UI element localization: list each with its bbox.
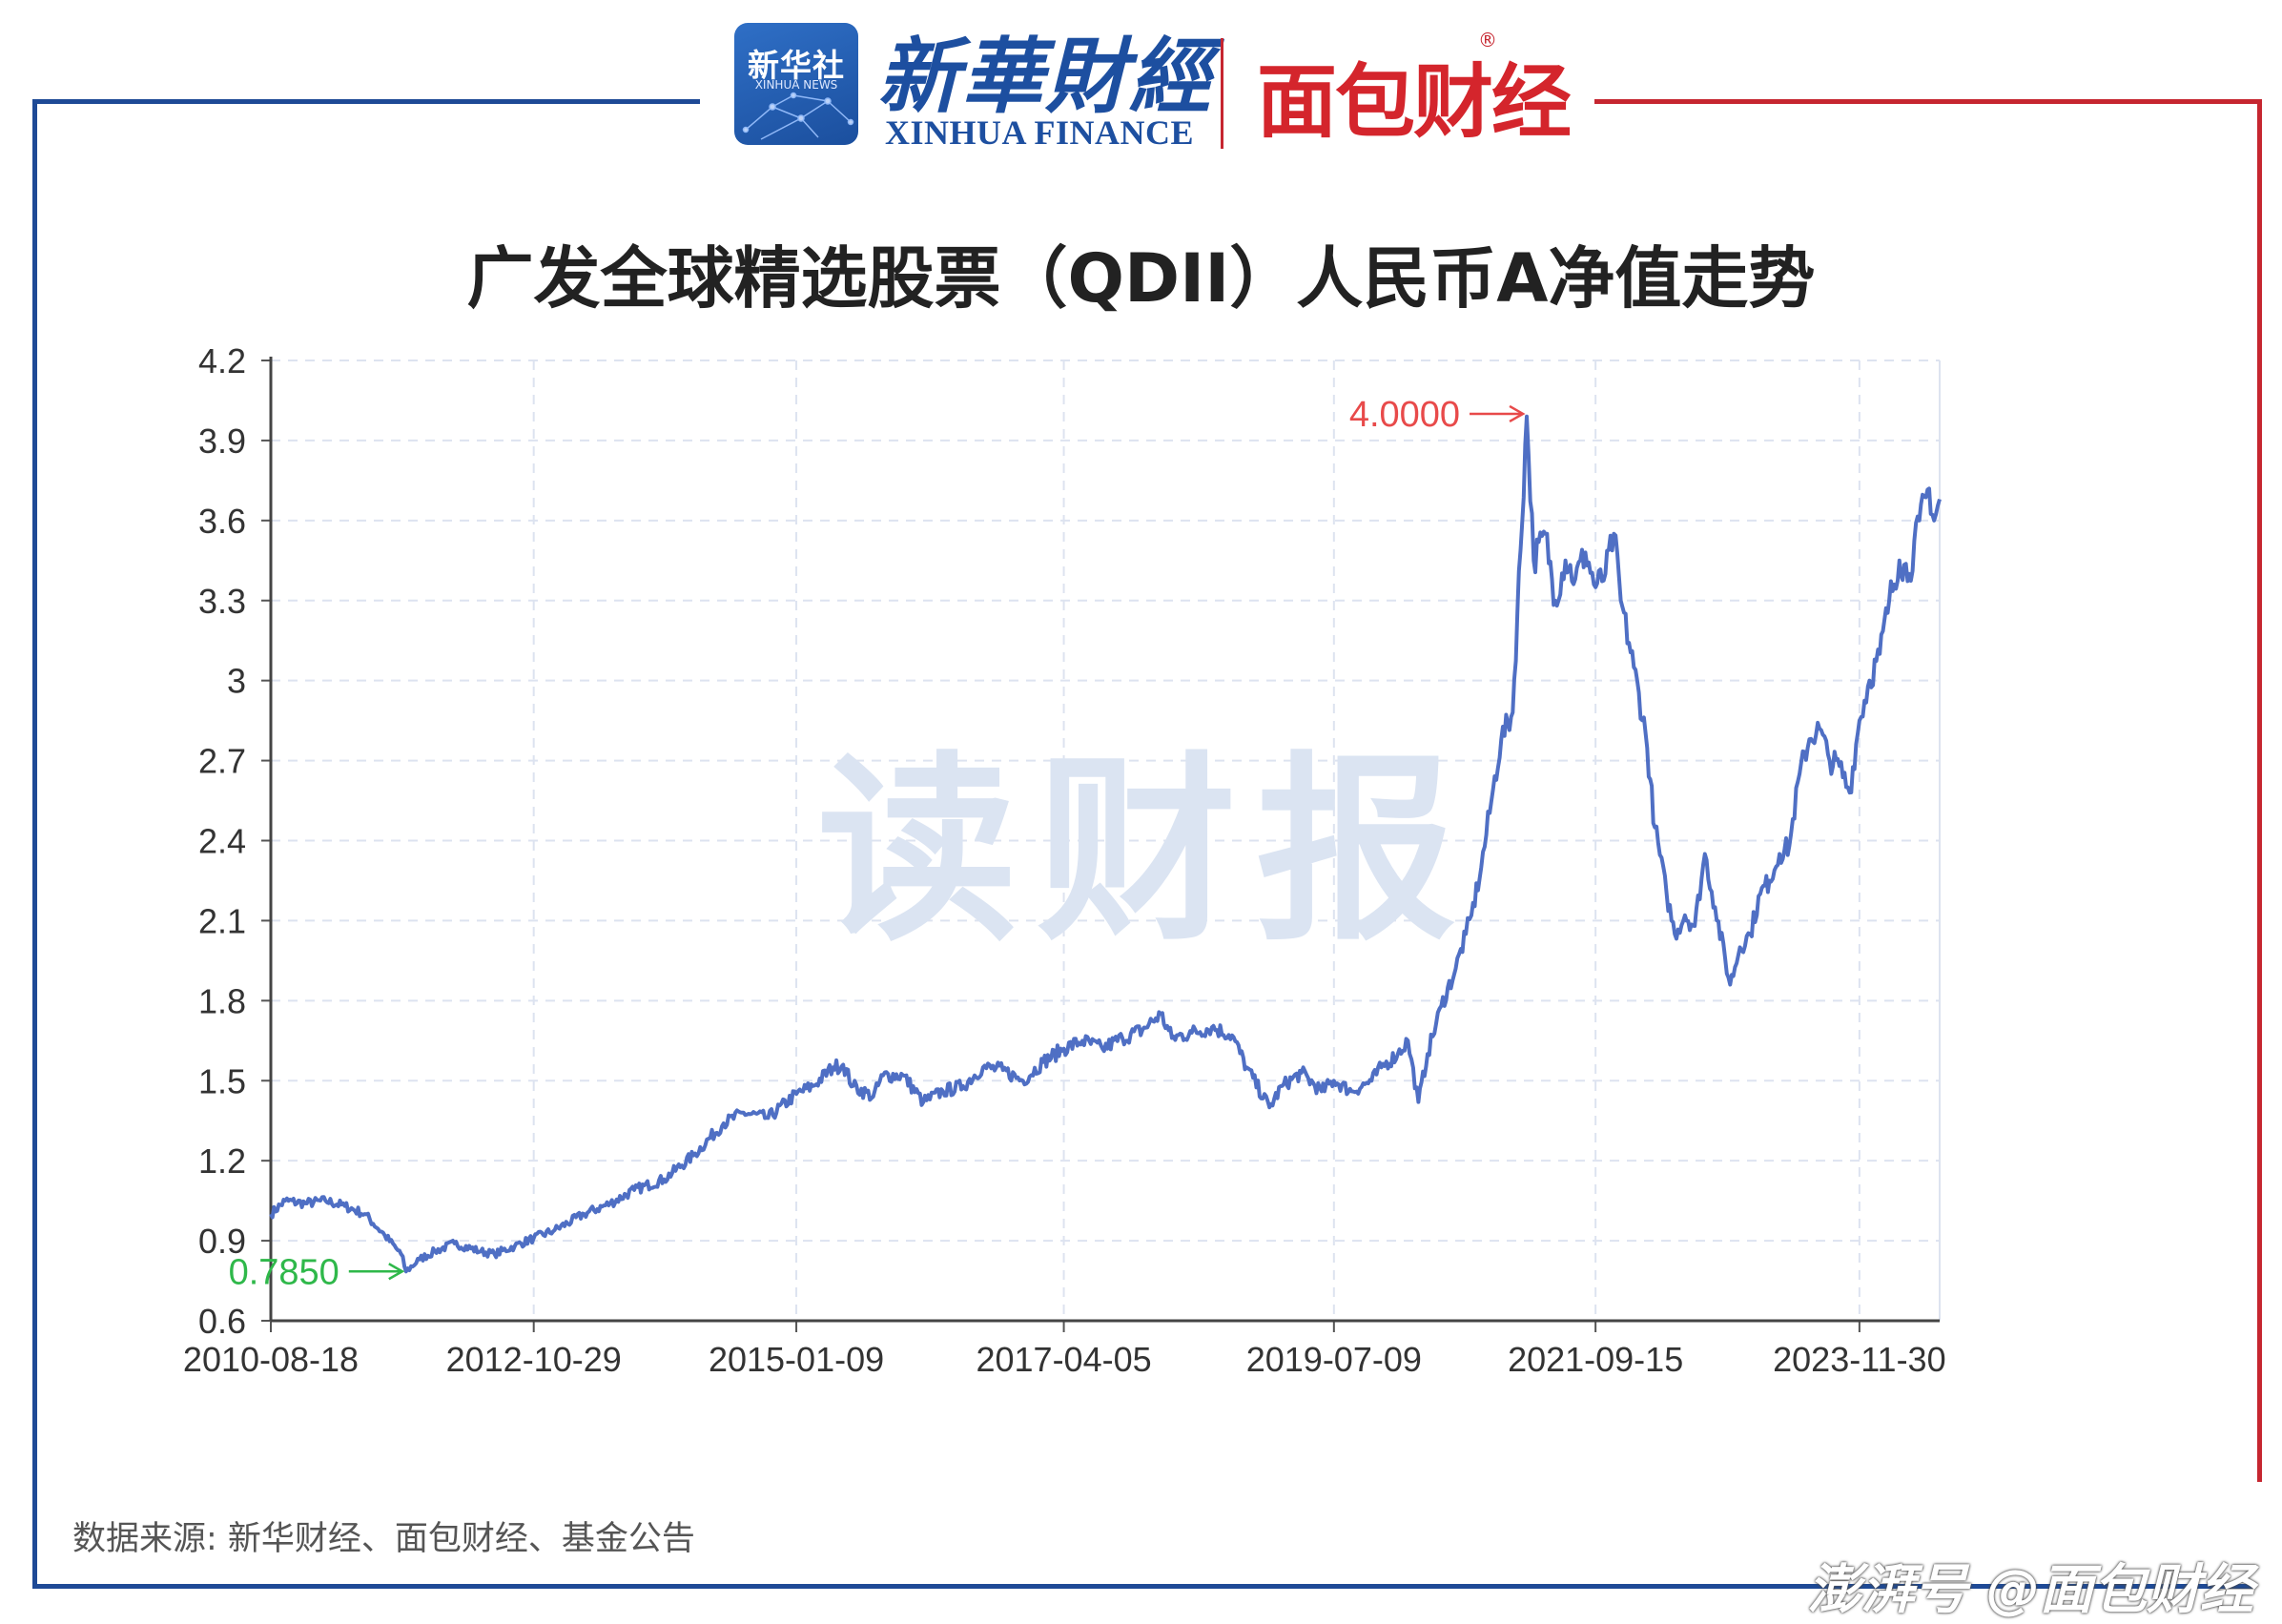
x-tick-label: 2023-11-30 xyxy=(1773,1340,1945,1379)
y-tick-label: 2.1 xyxy=(198,901,246,940)
network-graphic-icon xyxy=(742,92,854,140)
annotation-arrowhead xyxy=(1509,404,1526,423)
annotation-label: 4.0000 xyxy=(1349,395,1460,435)
y-tick-label: 0.9 xyxy=(198,1222,246,1261)
x-tick-label: 2012-10-29 xyxy=(446,1340,622,1379)
y-tick-label: 3.9 xyxy=(198,421,246,461)
chart-title: 广发全球精选股票（QDII）人民币A净值走势 xyxy=(466,239,1816,318)
y-tick-label: 4.2 xyxy=(198,341,246,380)
y-tick-label: 1.8 xyxy=(198,981,246,1020)
annotation-arrowhead xyxy=(388,1263,405,1281)
y-tick-label: 1.2 xyxy=(198,1141,246,1181)
watermark: 读财报 xyxy=(817,739,1475,963)
y-tick-label: 0.6 xyxy=(198,1302,246,1341)
frame-right xyxy=(2257,99,2262,1482)
x-tick-label: 2010-08-18 xyxy=(183,1340,359,1379)
x-tick-label: 2019-07-09 xyxy=(1246,1340,1422,1379)
y-tick-label: 1.5 xyxy=(198,1061,246,1100)
y-tick-label: 2.4 xyxy=(198,822,246,861)
frame-bottom xyxy=(32,1584,2254,1589)
x-tick-label: 2015-01-09 xyxy=(709,1340,884,1379)
logo-divider xyxy=(1221,38,1223,149)
y-tick-label: 3.6 xyxy=(198,502,246,541)
xinhua-badge-sub: XINHUA NEWS xyxy=(754,78,838,92)
frame-top-right xyxy=(1594,99,2262,104)
xinhua-badge-label: 新华社 xyxy=(748,47,845,84)
mianbao-caijing-logo: 面包财经 xyxy=(1257,55,1572,149)
y-tick-label: 3.3 xyxy=(198,582,246,621)
frame-top-left xyxy=(32,99,700,104)
y-tick-label: 3 xyxy=(227,662,246,701)
platform-watermark: 澎湃号 @面包财经 xyxy=(1807,1559,2254,1621)
xinhua-finance-cn-logo: 新華財經 xyxy=(877,29,1213,125)
y-tick-label: 2.7 xyxy=(198,742,246,781)
x-tick-label: 2021-09-15 xyxy=(1508,1340,1683,1379)
nav-series-line xyxy=(269,414,1942,1274)
xinhua-finance-en-logo: XINHUA FINANCE xyxy=(885,113,1195,152)
registered-mark: ® xyxy=(1478,29,1497,51)
xinhua-news-logo: 新华社 XINHUA NEWS xyxy=(734,23,858,145)
source-note: 数据来源: 新华财经、面包财经、基金公告 xyxy=(72,1520,695,1558)
frame-left xyxy=(32,99,37,1589)
x-tick-label: 2017-04-05 xyxy=(976,1340,1151,1379)
annotation-label: 0.7850 xyxy=(229,1252,339,1292)
